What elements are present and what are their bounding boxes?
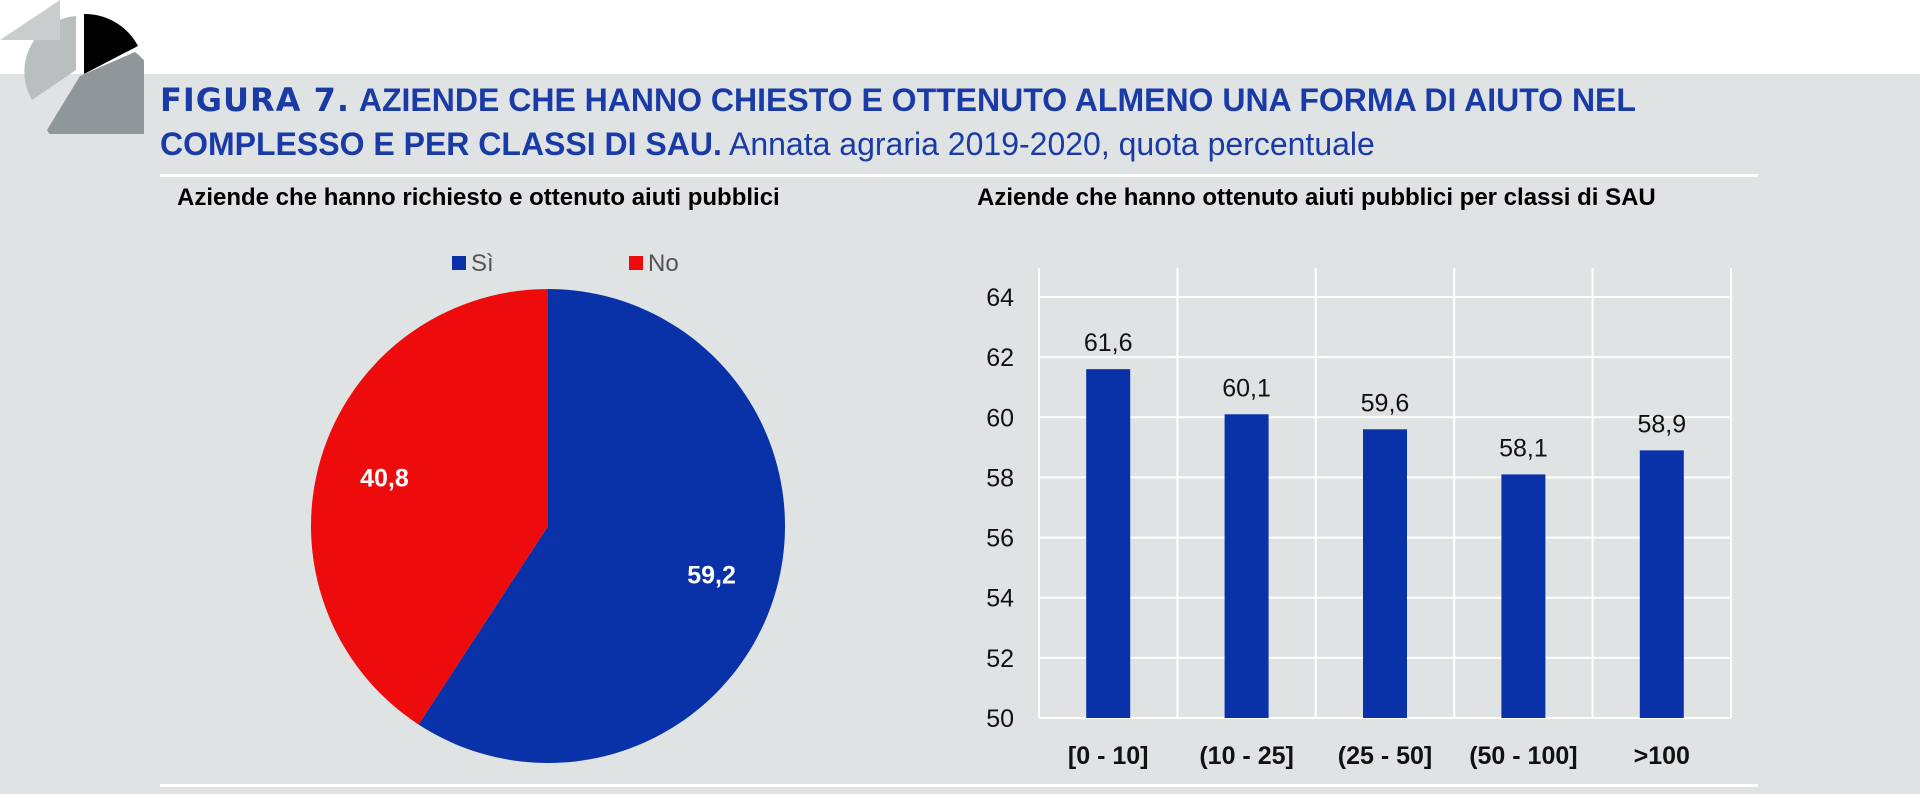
pie-data-label: 59,2 (687, 562, 736, 590)
bar-chart-title: Aziende che hanno ottenuto aiuti pubblic… (977, 184, 1656, 211)
legend-label-no: No (648, 250, 679, 277)
top-divider (160, 174, 1758, 177)
y-tick-label: 62 (986, 344, 1014, 372)
bar-data-label: 60,1 (1222, 374, 1271, 402)
figure-subtitle: Annata agraria 2019-2020, quota percentu… (728, 126, 1375, 162)
pie-slice-no (311, 289, 548, 725)
bar (1224, 414, 1269, 718)
y-tick-label: 60 (986, 404, 1014, 432)
y-tick-label: 64 (986, 284, 1014, 312)
legend-label-si: Sì (471, 250, 494, 277)
bar-data-label: 58,9 (1637, 410, 1686, 438)
y-tick-label: 56 (986, 525, 1014, 553)
pie-data-label: 40,8 (360, 464, 409, 492)
x-tick-label: (50 - 100] (1469, 742, 1577, 770)
x-tick-label: >100 (1634, 742, 1690, 770)
y-tick-label: 52 (986, 645, 1014, 673)
y-tick-label: 50 (986, 705, 1014, 733)
bar-data-label: 58,1 (1499, 434, 1548, 462)
pie-chart-title: Aziende che hanno richiesto e ottenuto a… (177, 184, 780, 211)
y-tick-label: 58 (986, 464, 1014, 492)
bar (1363, 429, 1407, 718)
pie-slice-si (418, 289, 786, 763)
legend-swatch-si (452, 256, 466, 270)
x-tick-label: [0 - 10] (1068, 742, 1149, 770)
y-tick-label: 54 (986, 585, 1014, 613)
bottom-divider (160, 784, 1758, 787)
figure-label: FIGURA 7. (160, 81, 350, 119)
bar (1086, 369, 1131, 718)
x-tick-label: (25 - 50] (1338, 742, 1432, 770)
background-band (0, 74, 1920, 794)
bar-data-label: 61,6 (1084, 329, 1133, 357)
figure-title: FIGURA 7. AZIENDE CHE HANNO CHIESTO E OT… (160, 81, 1636, 162)
bar (1639, 450, 1684, 718)
corner-decoration (0, 0, 60, 40)
legend-swatch-no (629, 256, 643, 270)
x-tick-label: (10 - 25] (1199, 742, 1293, 770)
bar (1501, 474, 1546, 718)
figure-main-title: AZIENDE CHE HANNO CHIESTO E OTTENUTO ALM… (160, 82, 1636, 162)
bar-data-label: 59,6 (1361, 389, 1410, 417)
